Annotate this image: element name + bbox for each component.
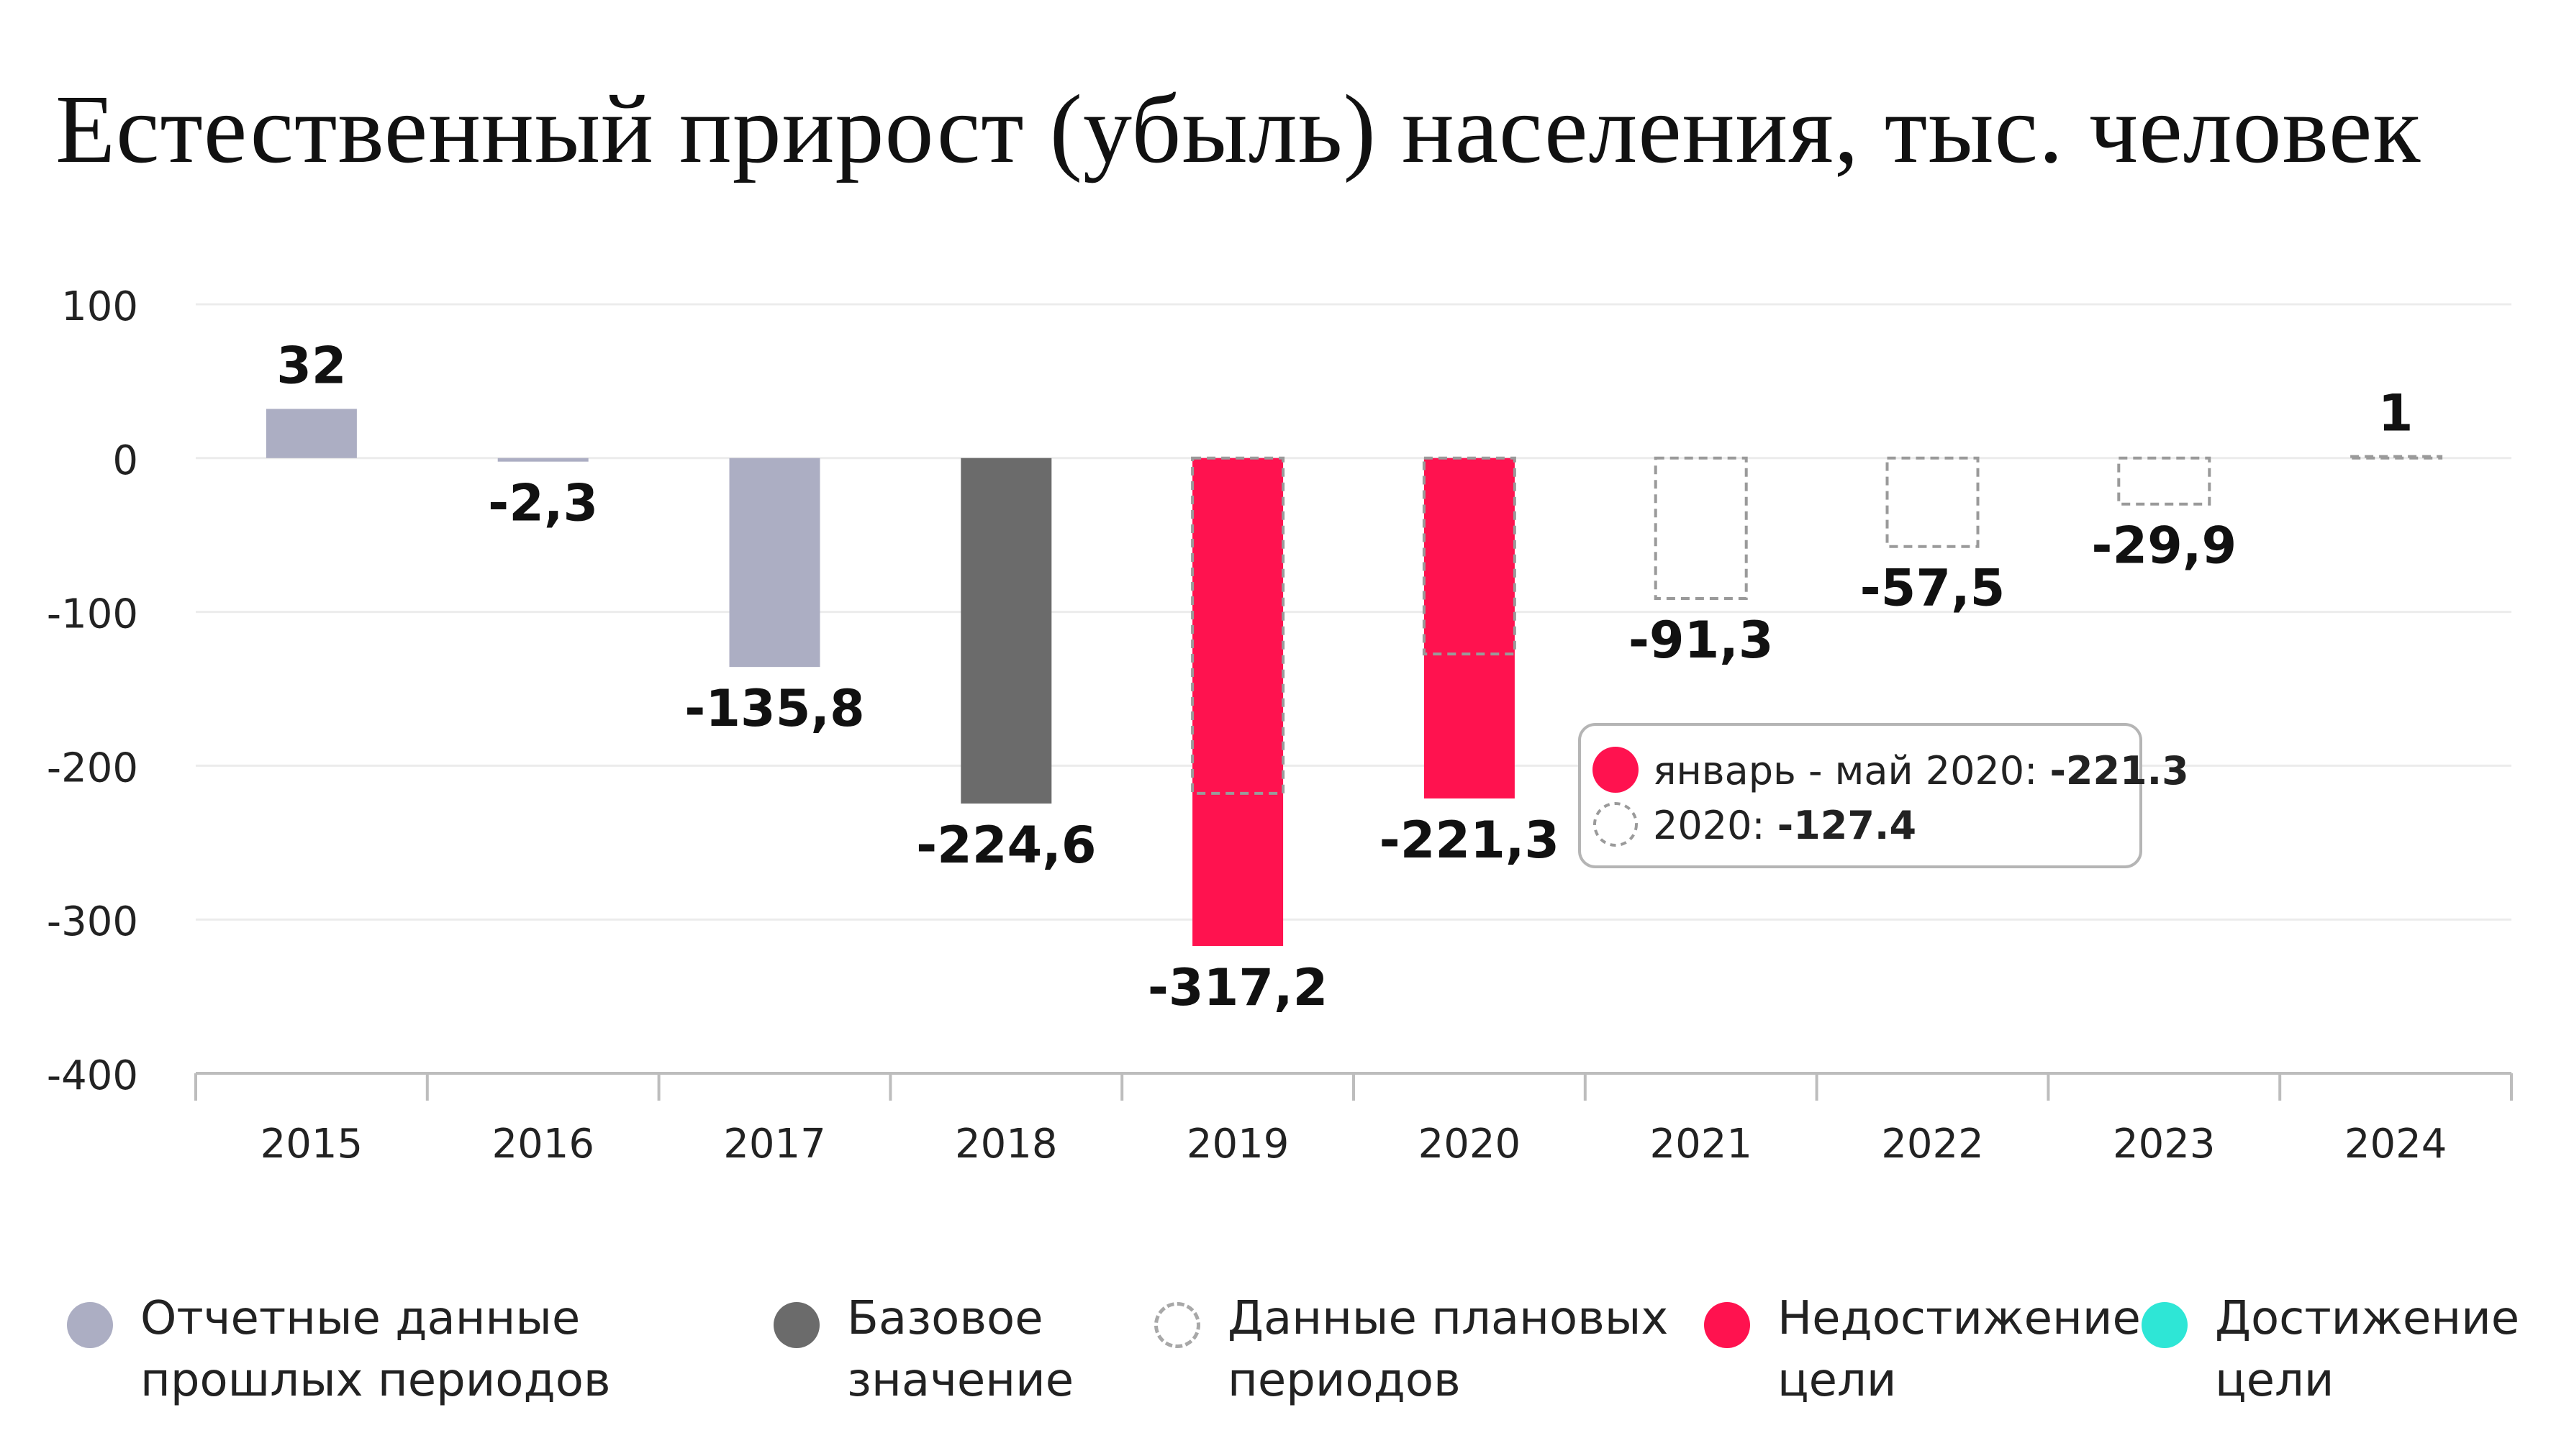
bar-2021 <box>1654 456 1748 600</box>
bar-2022 <box>1885 456 1980 548</box>
y-tick-label: 0 <box>112 437 138 484</box>
x-tick-label: 2016 <box>491 1121 594 1168</box>
tooltip-dot-plan <box>1593 802 1638 847</box>
bar-2019 <box>1192 458 1284 946</box>
chart-title: Естественный прирост (убыль) населения, … <box>55 76 2421 183</box>
x-axis: 2015 2016 2017 2018 2019 2020 2021 2022 2023 2024 <box>194 1072 2513 1168</box>
legend: Отчетные данные прошлых периодов Базовое … <box>0 1288 2551 1453</box>
value-label-2024: 1 <box>2378 384 2414 443</box>
x-tick-label: 2017 <box>723 1121 826 1168</box>
value-label-2020: -221,3 <box>1379 811 1559 870</box>
x-tick-label: 2020 <box>1418 1121 1521 1168</box>
legend-swatch-hit <box>2142 1302 2188 1348</box>
tooltip-row1: январь - май 2020: -221.3 <box>1653 748 2189 793</box>
tooltip-box <box>1578 723 2142 868</box>
value-label-2019: -317,2 <box>1148 958 1328 1017</box>
value-label-2023: -29,9 <box>2091 517 2237 575</box>
x-tick-label: 2022 <box>1881 1121 1984 1168</box>
y-tick-label: -100 <box>47 591 138 638</box>
value-label-2017: -135,8 <box>684 679 864 738</box>
tooltip-row2-label: 2020: <box>1653 803 1777 848</box>
legend-label: Достижение цели <box>2215 1292 2520 1407</box>
x-tick-label: 2024 <box>2344 1121 2447 1168</box>
bar-2023 <box>2117 456 2211 506</box>
tooltip: январь - май 2020: -221.3 2020: -127.4 <box>1578 723 2189 868</box>
x-tick-label: 2018 <box>955 1121 1058 1168</box>
plan-overlay-2020 <box>1422 456 1516 656</box>
legend-swatch-plan <box>1154 1302 1200 1348</box>
y-tick-label: 100 <box>61 283 138 330</box>
y-tick-label: -200 <box>47 745 138 791</box>
tooltip-row1-value: -221.3 <box>2050 748 2189 793</box>
plan-overlay-2019 <box>1191 456 1285 795</box>
x-tick-label: 2023 <box>2113 1121 2216 1168</box>
tooltip-row2: 2020: -127.4 <box>1653 803 1916 848</box>
value-label-2015: 32 <box>276 336 346 395</box>
bar-2015 <box>266 409 357 458</box>
bar-2024 <box>2349 455 2443 460</box>
legend-label: Данные плановых периодов <box>1228 1292 1669 1407</box>
legend-label: Отчетные данные прошлых периодов <box>140 1292 611 1407</box>
legend-swatch-reported <box>67 1302 113 1348</box>
bar-2017 <box>729 458 820 668</box>
x-tick-label: 2015 <box>260 1121 363 1168</box>
plan-overlays <box>1191 456 1516 795</box>
legend-label: Базовое значение <box>847 1292 1074 1407</box>
value-label-2018: -224,6 <box>916 816 1096 875</box>
bar-chart: 100 0 -100 -200 -300 -400 32 -2,3 -135,8 -224,6 -… <box>47 283 2513 1168</box>
tooltip-dot-actual <box>1592 747 1639 793</box>
value-label-2022: -57,5 <box>1860 559 2006 618</box>
legend-label: Недостижение цели <box>1777 1292 2141 1407</box>
y-tick-label: -400 <box>47 1052 138 1099</box>
x-tick-label: 2021 <box>1649 1121 1752 1168</box>
legend-swatch-miss <box>1704 1302 1750 1348</box>
legend-item-hit: Достижение цели <box>2142 1288 2519 1411</box>
legend-item-plan: Данные плановых периодов <box>1154 1288 1668 1411</box>
value-labels: 32 -2,3 -135,8 -224,6 -317,2 -221,3 -91,3 -57,5… <box>276 336 2413 1017</box>
bars <box>266 409 2443 946</box>
bar-2018 <box>961 458 1052 804</box>
tooltip-row2-value: -127.4 <box>1777 803 1916 848</box>
y-axis-ticks: 100 0 -100 -200 -300 -400 <box>47 283 138 1099</box>
legend-item-base: Базовое значение <box>774 1288 1074 1411</box>
tooltip-row1-label: январь - май 2020: <box>1653 748 2050 793</box>
legend-item-miss: Недостижение цели <box>1704 1288 2141 1411</box>
gridlines <box>196 303 2511 921</box>
legend-item-reported: Отчетные данные прошлых периодов <box>67 1288 611 1411</box>
x-tick-label: 2019 <box>1187 1121 1290 1168</box>
bar-2016 <box>497 458 589 462</box>
legend-swatch-base <box>774 1302 820 1348</box>
y-tick-label: -300 <box>47 898 138 945</box>
bar-2020 <box>1423 458 1515 798</box>
value-label-2016: -2,3 <box>488 474 598 533</box>
value-label-2021: -91,3 <box>1628 611 1774 670</box>
